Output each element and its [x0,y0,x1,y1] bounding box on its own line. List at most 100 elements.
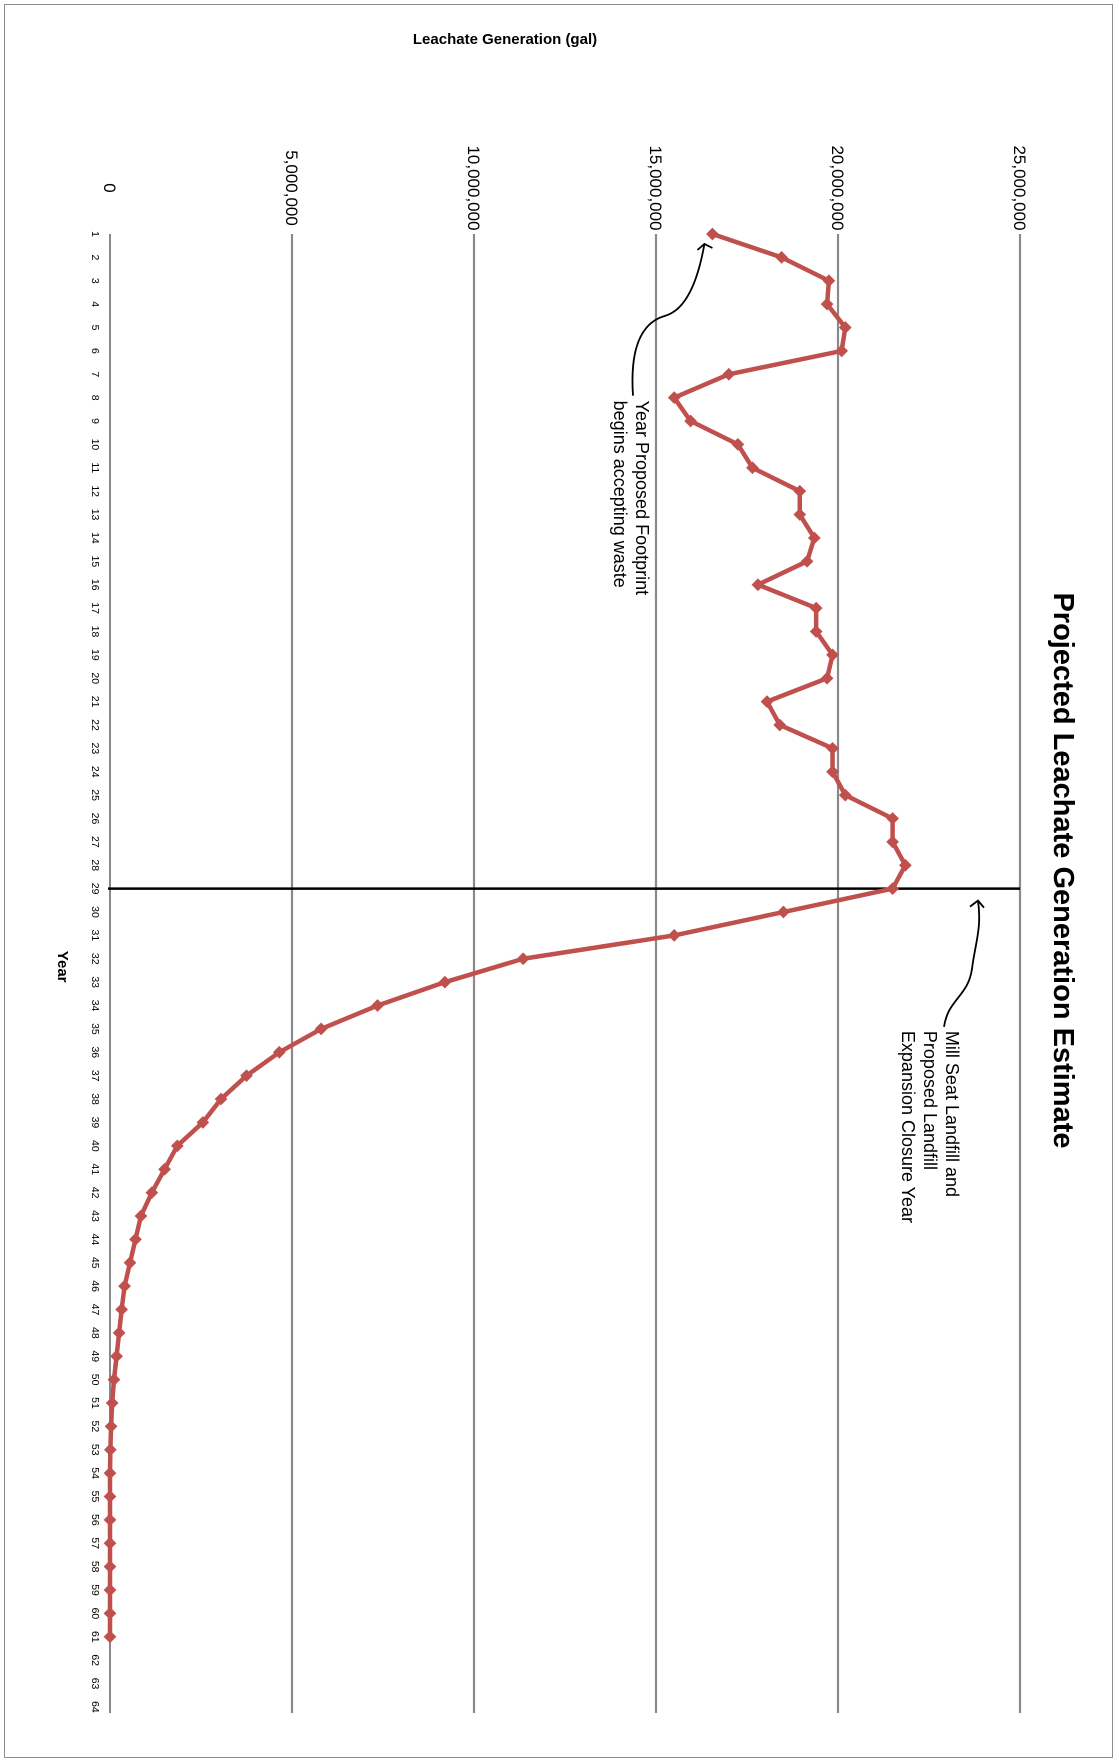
x-tick-label: 31 [89,930,101,942]
x-tick-label: 27 [89,836,101,848]
data-point [129,1232,142,1246]
x-tick-label: 42 [89,1187,101,1199]
x-tick-label: 58 [89,1561,101,1573]
x-tick-label: 29 [89,883,101,895]
data-point [103,1630,117,1644]
x-tick-label: 35 [89,1023,101,1035]
x-tick-label: 23 [89,743,101,755]
data-point [103,1536,117,1550]
x-tick-label: 38 [89,1093,101,1105]
data-point [104,1420,118,1433]
data-point [103,1560,117,1574]
data-point [809,601,823,615]
data-point [706,227,719,241]
x-tick-label: 51 [89,1397,101,1409]
annotation-arrow [943,900,981,1028]
x-tick-label: 36 [89,1046,101,1058]
x-tick-label: 53 [89,1444,101,1456]
x-tick-label: 8 [89,395,101,401]
x-tick-label: 56 [89,1514,101,1526]
chart-title: Projected Leachate Generation Estimate [1047,592,1079,1148]
x-tick-label: 16 [89,579,101,591]
x-tick-label: 54 [89,1467,101,1479]
x-tick-label: 40 [89,1140,101,1152]
x-axis-title: Year [54,951,71,983]
x-tick-label: 33 [89,976,101,988]
x-tick-label: 59 [89,1584,101,1596]
data-point [777,905,790,919]
data-point [112,1326,126,1340]
x-tick-label: 47 [89,1304,101,1316]
x-tick-label: 44 [89,1233,101,1245]
x-tick-label: 21 [89,696,101,708]
x-tick-label: 49 [89,1350,101,1362]
x-tick-label: 50 [89,1374,101,1386]
x-tick-label: 26 [89,813,101,825]
x-tick-label: 48 [89,1327,101,1339]
x-tick-label: 24 [89,766,101,778]
x-tick-label: 4 [89,301,101,307]
x-tick-label: 52 [89,1421,101,1433]
data-point [722,367,736,381]
x-tick-label: 7 [89,371,101,377]
x-tick-label: 32 [89,953,101,965]
x-tick-label: 30 [89,906,101,918]
x-tick-label: 2 [89,254,101,260]
data-point [103,1490,117,1503]
x-tick-label: 17 [89,602,101,614]
x-tick-label: 55 [89,1491,101,1503]
x-tick-label: 37 [89,1070,101,1082]
data-point [103,1466,117,1480]
x-tick-label: 15 [89,555,101,567]
y-tick-label: 5,000,000 [282,150,301,226]
x-tick-label: 45 [89,1257,101,1269]
x-tick-label: 63 [89,1678,101,1690]
data-point [820,671,834,685]
x-tick-label: 61 [89,1631,101,1643]
x-tick-label: 5 [89,325,101,331]
x-tick-label: 62 [89,1654,101,1666]
x-tick-label: 19 [89,649,101,661]
x-tick-label: 20 [89,672,101,684]
y-tick-label: 25,000,000 [1010,145,1029,230]
x-tick-label: 57 [89,1537,101,1549]
data-point [667,929,681,942]
x-tick-label: 64 [89,1701,101,1713]
x-tick-label: 11 [89,462,101,473]
x-tick-label: 22 [89,719,101,731]
annotation-arrow [631,243,706,396]
x-tick-label: 39 [89,1117,101,1129]
x-tick-labels: 1234567891011121314151617181920212223242… [89,231,101,1713]
x-tick-label: 46 [89,1280,101,1292]
x-tick-label: 6 [89,348,101,354]
x-tick-label: 14 [89,532,101,544]
data-point [123,1256,137,1270]
data-point [105,1396,119,1410]
y-axis-title: Leachate Generation (gal) [413,31,597,48]
gridlines [109,234,1022,1713]
data-point [438,975,452,989]
y-tick-labels: 0 5,000,000 10,000,000 15,000,000 20,000,000… [100,145,1029,230]
annotation-closure-label: Mill Seat Landfill andProposed LandfillE… [898,1031,962,1223]
x-tick-label: 12 [89,485,101,497]
x-tick-label: 34 [89,1000,101,1012]
x-tick-label: 25 [89,789,101,801]
x-tick-label: 28 [89,859,101,871]
x-tick-label: 60 [89,1608,101,1620]
x-tick-label: 9 [89,418,101,424]
y-tick-label: 10,000,000 [464,145,483,230]
data-point [118,1279,131,1293]
arrowhead [696,242,713,251]
x-tick-label: 10 [89,439,101,451]
x-tick-label: 13 [89,509,101,521]
series-line [107,231,908,1637]
data-point [103,1607,117,1620]
data-point [115,1303,129,1316]
y-tick-label: 0 [100,183,119,192]
leachate-series [103,227,912,1644]
y-tick-label: 15,000,000 [646,145,665,230]
x-tick-label: 43 [89,1210,101,1222]
data-point [371,999,384,1012]
x-tick-label: 1 [89,231,101,237]
